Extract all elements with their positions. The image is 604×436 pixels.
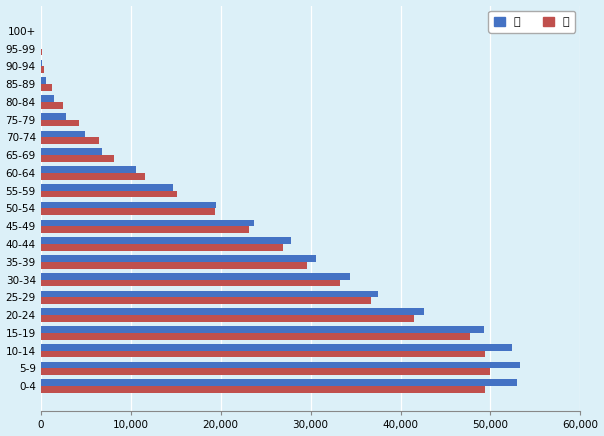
Legend: 男, 女: 男, 女	[488, 11, 575, 33]
Bar	[40, 262, 307, 269]
Bar	[40, 166, 137, 173]
Bar	[40, 297, 371, 304]
Bar	[40, 137, 99, 144]
Bar	[40, 184, 173, 191]
Bar	[40, 60, 42, 66]
Bar	[40, 77, 47, 84]
Bar	[40, 113, 66, 119]
Bar	[40, 208, 215, 215]
Bar	[40, 237, 291, 244]
Bar	[40, 95, 54, 102]
Bar	[40, 273, 350, 279]
Bar	[40, 255, 316, 262]
Bar	[40, 279, 340, 286]
Bar	[40, 315, 414, 322]
Bar	[40, 173, 146, 180]
Bar	[40, 308, 423, 315]
Bar	[40, 131, 85, 137]
Bar	[40, 362, 521, 368]
Bar	[40, 155, 114, 162]
Bar	[40, 226, 249, 233]
Bar	[40, 66, 44, 73]
Bar	[40, 333, 470, 340]
Bar	[40, 379, 517, 386]
Bar	[40, 244, 283, 251]
Bar	[40, 119, 79, 126]
Bar	[40, 326, 484, 333]
Bar	[40, 291, 378, 297]
Bar	[40, 84, 52, 91]
Bar	[40, 102, 63, 109]
Bar	[40, 368, 489, 375]
Bar	[40, 344, 512, 351]
Bar	[40, 351, 486, 358]
Bar	[40, 48, 42, 55]
Bar	[40, 148, 102, 155]
Bar	[40, 386, 485, 393]
Bar	[40, 219, 254, 226]
Bar	[40, 191, 176, 198]
Bar	[40, 202, 216, 208]
